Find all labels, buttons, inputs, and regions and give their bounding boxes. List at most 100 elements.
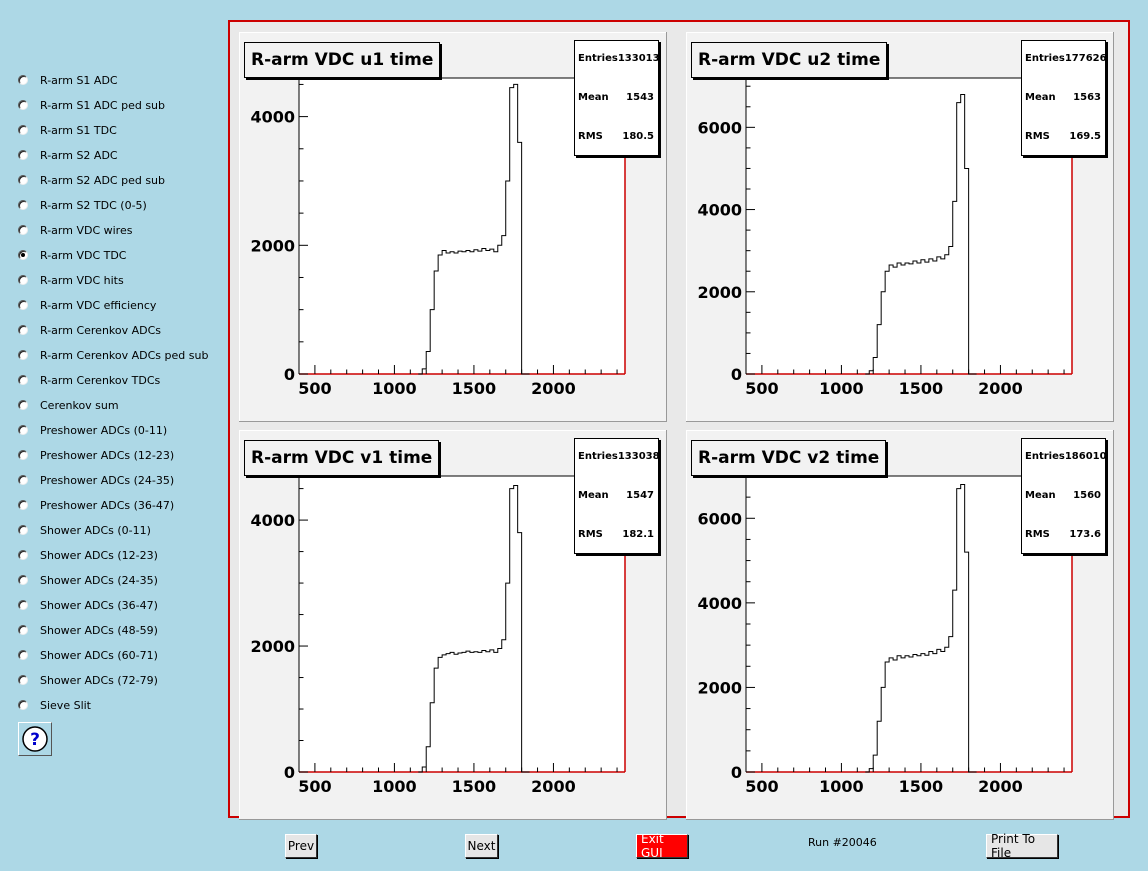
radio-item[interactable]: Shower ADCs (48-59) [18,620,158,640]
stat-value: 173.6 [1069,529,1101,540]
radio-button[interactable] [18,150,28,160]
stat-value: 180.5 [622,131,654,142]
radio-item[interactable]: R-arm Cerenkov ADCs ped sub [18,345,208,365]
radio-item[interactable]: R-arm S2 ADC [18,145,118,165]
radio-button[interactable] [18,700,28,710]
y-tick-label: 0 [284,763,295,782]
radio-item[interactable]: R-arm Cerenkov TDCs [18,370,160,390]
radio-button[interactable] [18,325,28,335]
radio-item[interactable]: R-arm S1 ADC [18,70,118,90]
radio-button[interactable] [18,525,28,535]
radio-button[interactable] [18,450,28,460]
y-tick-label: 2000 [250,637,295,656]
histogram-title: R-arm VDC v1 time [244,440,440,476]
y-tick-label: 4000 [697,594,742,613]
stat-label: Entries [578,451,618,462]
radio-button[interactable] [18,625,28,635]
x-tick-label: 1500 [899,379,944,398]
radio-item[interactable]: Preshower ADCs (12-23) [18,445,174,465]
x-tick-label: 500 [745,379,778,398]
stat-label: RMS [578,131,603,142]
print-to-file-button[interactable]: Print To File [986,832,1058,860]
radio-item[interactable]: R-arm S1 ADC ped sub [18,95,165,115]
radio-button[interactable] [18,500,28,510]
radio-item[interactable]: R-arm S2 TDC (0-5) [18,195,147,215]
stat-label: RMS [1025,131,1050,142]
radio-item[interactable]: R-arm VDC efficiency [18,295,156,315]
radio-item[interactable]: Shower ADCs (0-11) [18,520,151,540]
radio-item[interactable]: Shower ADCs (24-35) [18,570,158,590]
radio-item[interactable]: Preshower ADCs (24-35) [18,470,174,490]
next-button[interactable]: Next [465,834,498,858]
stat-value: 186010 [1064,451,1107,462]
radio-item[interactable]: R-arm VDC TDC [18,245,127,265]
radio-item[interactable]: R-arm VDC wires [18,220,132,240]
radio-item[interactable]: Shower ADCs (36-47) [18,595,158,615]
histogram-pad[interactable]: 500 1000 1500 2000 0 2000 4000 6000 R-arm VDC v2… [686,430,1114,820]
radio-label: Cerenkov sum [40,398,119,412]
radio-item[interactable]: R-arm S1 TDC [18,120,117,140]
sidebar: R-arm S1 ADC R-arm S1 ADC ped sub R-arm S1… [0,0,228,871]
radio-button[interactable] [18,125,28,135]
radio-label: R-arm VDC hits [40,273,124,287]
radio-button[interactable] [18,575,28,585]
radio-button[interactable] [18,350,28,360]
stats-box: Entries 186010 Mean 1560 RMS 173.6 [1021,438,1107,554]
histogram-pad[interactable]: 500 1000 1500 2000 0 2000 4000 R-arm VDC v1 tim… [239,430,667,820]
y-tick-label: 4000 [697,201,742,220]
radio-label: Shower ADCs (0-11) [40,523,151,537]
radio-button[interactable] [18,600,28,610]
run-label: Run #20046 [808,836,877,849]
radio-item[interactable]: Cerenkov sum [18,395,119,415]
prev-button[interactable]: Prev [285,834,317,858]
radio-label: Shower ADCs (24-35) [40,573,158,587]
radio-button[interactable] [18,250,28,260]
radio-label: R-arm Cerenkov ADCs [40,323,162,337]
radio-button[interactable] [18,375,28,385]
histogram-title: R-arm VDC u1 time [244,42,441,78]
radio-button[interactable] [18,200,28,210]
radio-button[interactable] [18,225,28,235]
histogram-pad[interactable]: 500 1000 1500 2000 0 2000 4000 6000 R-arm VDC u2… [686,32,1114,422]
histogram-pad[interactable]: 500 1000 1500 2000 0 2000 4000 R-arm VDC u1 tim… [239,32,667,422]
radio-item[interactable]: Preshower ADCs (0-11) [18,420,167,440]
radio-button[interactable] [18,275,28,285]
radio-item[interactable]: Preshower ADCs (36-47) [18,495,174,515]
radio-item[interactable]: Shower ADCs (60-71) [18,645,158,665]
svg-text:?: ? [30,730,40,750]
stat-value: 133038 [617,451,660,462]
x-tick-label: 2000 [978,379,1023,398]
radio-button[interactable] [18,425,28,435]
question-mark-icon: ? [22,726,48,752]
stat-row-entries: Entries 133038 [578,451,660,462]
radio-button[interactable] [18,650,28,660]
stat-value: 182.1 [622,529,654,540]
exit-gui-button[interactable]: Exit GUI [636,832,688,860]
x-tick-label: 1500 [899,777,944,796]
radio-button[interactable] [18,400,28,410]
radio-item[interactable]: R-arm Cerenkov ADCs [18,320,161,340]
radio-item[interactable]: R-arm S2 ADC ped sub [18,170,165,190]
y-tick-label: 2000 [697,283,742,302]
radio-item[interactable]: Shower ADCs (12-23) [18,545,158,565]
radio-button[interactable] [18,75,28,85]
radio-button[interactable] [18,675,28,685]
x-tick-label: 2000 [978,777,1023,796]
x-tick-label: 500 [745,777,778,796]
stat-row-rms: RMS 182.1 [578,529,654,540]
radio-label: Shower ADCs (12-23) [40,548,158,562]
help-button[interactable]: ? [18,722,52,756]
radio-item[interactable]: Sieve Slit [18,695,91,715]
radio-button[interactable] [18,475,28,485]
radio-button[interactable] [18,550,28,560]
x-tick-label: 1500 [452,379,497,398]
stat-label: RMS [1025,529,1050,540]
radio-button[interactable] [18,175,28,185]
radio-button[interactable] [18,100,28,110]
radio-item[interactable]: R-arm VDC hits [18,270,124,290]
y-tick-label: 0 [731,763,742,782]
radio-item[interactable]: Shower ADCs (72-79) [18,670,158,690]
stat-row-mean: Mean 1560 [1025,490,1101,501]
radio-button[interactable] [18,300,28,310]
histogram-line [865,93,977,375]
